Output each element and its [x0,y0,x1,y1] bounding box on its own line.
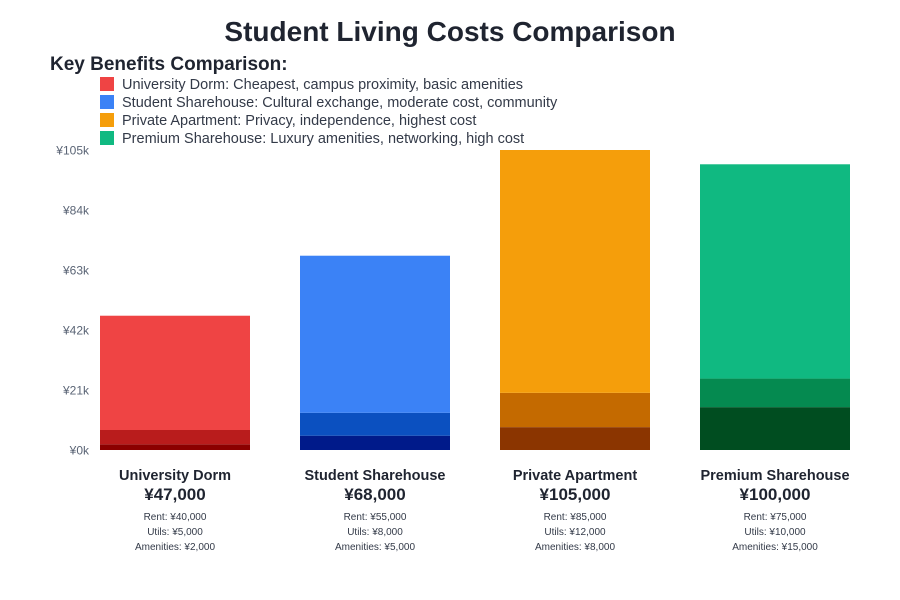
chart-title: Student Living Costs Comparison [224,16,675,47]
rent-label: Rent: ¥75,000 [744,512,807,523]
y-tick-label: ¥21k [62,384,90,398]
legend-entry: Premium Sharehouse: Luxury amenities, ne… [122,131,524,147]
bar-segment-rent [500,150,650,393]
legend-title: Key Benefits Comparison: [50,54,288,75]
category-total: ¥105,000 [540,485,611,504]
category-total: ¥100,000 [740,485,811,504]
bar-segment-utils [500,392,650,428]
bar-segment-amenities [100,444,250,450]
category-name: University Dorm [119,468,231,484]
y-axis: ¥0k ¥21k ¥42k ¥63k ¥84k ¥105k [55,144,90,458]
utils-label: Utils: ¥5,000 [147,527,203,538]
bar-segment-rent [300,255,450,413]
legend: Key Benefits Comparison: University Dorm… [50,54,558,147]
bar-segment-amenities [300,435,450,450]
bar-segment-rent [700,164,850,379]
category-total: ¥47,000 [144,485,205,504]
y-tick-label: ¥0k [69,444,90,458]
rent-label: Rent: ¥55,000 [344,512,407,523]
legend-entry: Private Apartment: Privacy, independence… [122,113,476,129]
y-tick-label: ¥84k [62,204,90,218]
bars [100,150,850,450]
rent-label: Rent: ¥40,000 [144,512,207,523]
bar-segment-amenities [700,407,850,450]
legend-swatch [100,77,114,91]
bar-segment-utils [100,430,250,445]
category-name: Private Apartment [513,468,638,484]
legend-swatch [100,95,114,109]
legend-swatch [100,113,114,127]
category-name: Student Sharehouse [305,468,446,484]
bar-segment-utils [300,412,450,436]
amenities-label: Amenities: ¥5,000 [335,542,415,553]
bar-segment-rent [100,315,250,430]
rent-label: Rent: ¥85,000 [544,512,607,523]
legend-entry: Student Sharehouse: Cultural exchange, m… [122,95,558,111]
amenities-label: Amenities: ¥8,000 [535,542,615,553]
utils-label: Utils: ¥8,000 [347,527,403,538]
y-tick-label: ¥42k [62,324,90,338]
amenities-label: Amenities: ¥15,000 [732,542,818,553]
category-labels: University Dorm¥47,000 Rent: ¥40,000 Utils… [119,468,850,553]
y-tick-label: ¥105k [55,144,90,158]
amenities-label: Amenities: ¥2,000 [135,542,215,553]
utils-label: Utils: ¥12,000 [544,527,606,538]
category-total: ¥68,000 [344,485,405,504]
legend-entry: University Dorm: Cheapest, campus proxim… [122,77,523,93]
bar-segment-amenities [500,427,650,450]
bar-segment-utils [700,378,850,408]
utils-label: Utils: ¥10,000 [744,527,806,538]
y-tick-label: ¥63k [62,264,90,278]
legend-swatch [100,131,114,145]
category-name: Premium Sharehouse [700,468,849,484]
